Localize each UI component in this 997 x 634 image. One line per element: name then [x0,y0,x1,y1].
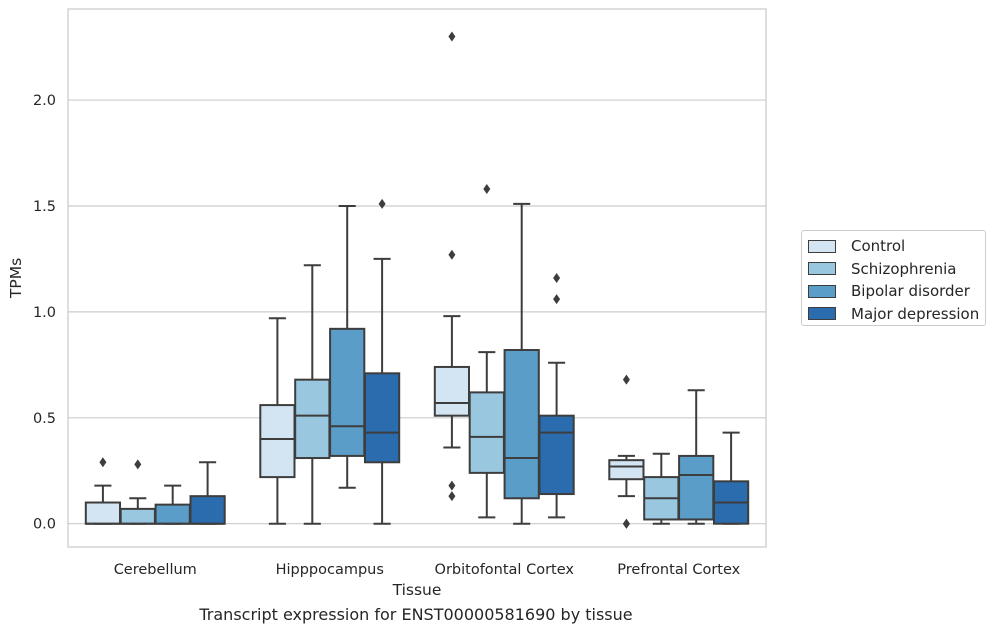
x-tick-label: Orbitofontal Cortex [435,562,575,578]
outlier-point [448,480,456,491]
box-iqr [468,391,505,474]
box-iqr [84,501,122,525]
box-major-depression [712,431,750,525]
box-control [433,31,471,502]
y-tick-label: 1.5 [33,199,56,215]
boxes-layer [84,31,750,529]
outlier-point [622,518,630,529]
outlier-point [553,294,561,305]
outlier-point [378,198,386,209]
outlier-point [483,184,491,195]
box-major-depression [538,273,575,519]
y-tick-labels: 0.0 0.5 1.0 1.5 2.0 [33,93,56,533]
outlier-point [448,249,456,260]
outlier-point [553,273,561,283]
legend-item: Major depression [808,303,985,326]
legend-swatch [808,239,836,253]
box-bipolar-disorder [503,202,540,525]
y-axis-label: TPMs [7,258,25,299]
y-tick-label: 0.0 [33,517,56,533]
box-bipolar-disorder [329,204,366,489]
box-major-depression [189,461,226,525]
y-tick-label: 1.0 [33,305,56,321]
legend-item: Bipolar disorder [808,280,985,303]
box-bipolar-disorder [154,484,191,525]
box-iqr [119,507,156,525]
legend-label: Control [851,237,906,256]
box-iqr [294,378,331,460]
box-iqr [259,404,296,479]
plot-area [68,9,766,547]
box-iqr [608,459,645,481]
outlier-point [448,491,456,502]
outlier-point [99,457,107,468]
legend-swatch [808,284,836,298]
legend-item: Schizophrenia [808,258,985,281]
box-bipolar-disorder [678,389,715,525]
box-control [259,317,296,525]
box-iqr [538,414,575,496]
legend-item: Control [808,235,985,258]
legend-label: Bipolar disorder [851,282,970,301]
legend-swatch [808,307,836,321]
y-tick-label: 0.5 [33,411,56,427]
x-tick-labels: Cerebellum Hipppocampus Orbitofontal Corte… [114,562,741,578]
box-iqr [503,349,540,500]
box-iqr [678,454,715,521]
x-tick-label: Prefrontal Cortex [617,562,740,578]
legend-label: Major depression [851,304,980,323]
legend-swatch [808,262,836,276]
box-iqr [154,503,191,525]
outlier-point [134,459,142,470]
outlier-point [448,31,456,42]
box-iqr [329,327,366,457]
box-major-depression [363,198,401,525]
box-schizophrenia [643,452,680,525]
box-control [84,457,122,525]
legend: Control Schizophrenia Bipolar disorder Majo… [801,230,986,326]
x-tick-label: Hipppocampus [276,562,384,578]
plot-frame [67,8,767,548]
box-iqr [189,495,226,525]
legend-label: Schizophrenia [851,259,957,278]
y-tick-label: 2.0 [33,93,56,109]
x-axis-label: Tissue [392,581,442,599]
x-tick-label: Cerebellum [114,562,197,578]
box-schizophrenia [468,184,505,519]
box-control [608,374,645,529]
box-iqr [433,365,471,417]
outlier-point [622,374,630,385]
box-iqr [363,372,401,464]
chart-caption: Transcript expression for ENST0000058169… [199,605,633,624]
